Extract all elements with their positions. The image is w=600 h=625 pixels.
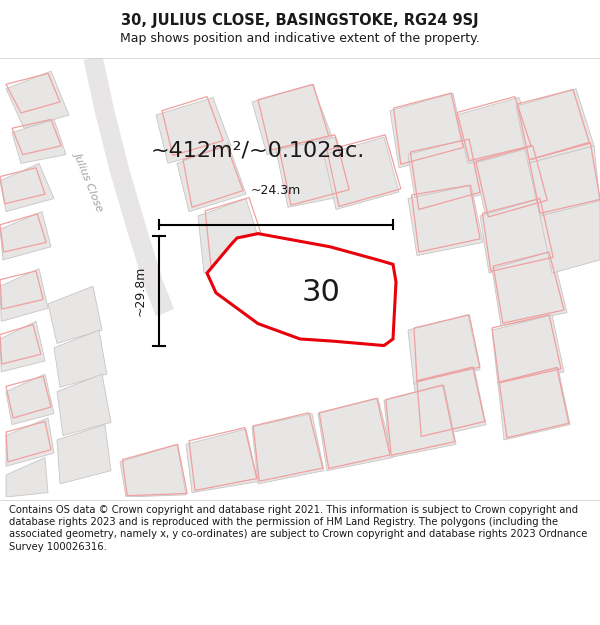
Polygon shape	[408, 185, 483, 256]
Polygon shape	[498, 368, 570, 440]
Polygon shape	[492, 251, 567, 326]
Polygon shape	[48, 286, 102, 343]
Text: Map shows position and indicative extent of the property.: Map shows position and indicative extent…	[120, 32, 480, 45]
Polygon shape	[414, 368, 486, 440]
Polygon shape	[480, 199, 555, 273]
Polygon shape	[474, 146, 552, 218]
Polygon shape	[324, 137, 399, 209]
Text: 30: 30	[302, 278, 340, 308]
Polygon shape	[516, 89, 594, 163]
Polygon shape	[57, 374, 111, 436]
Polygon shape	[456, 98, 537, 163]
Polygon shape	[156, 98, 231, 163]
Polygon shape	[390, 93, 465, 168]
Text: ~24.3m: ~24.3m	[251, 184, 301, 197]
Polygon shape	[528, 146, 600, 216]
Polygon shape	[6, 374, 54, 424]
Text: ~29.8m: ~29.8m	[134, 266, 147, 316]
Polygon shape	[57, 424, 111, 484]
Polygon shape	[0, 269, 48, 321]
Polygon shape	[408, 138, 483, 212]
Polygon shape	[120, 444, 186, 497]
Polygon shape	[54, 330, 107, 388]
Polygon shape	[0, 321, 45, 372]
Polygon shape	[0, 212, 51, 260]
Polygon shape	[207, 234, 396, 346]
Polygon shape	[252, 414, 324, 484]
Polygon shape	[492, 315, 564, 385]
Polygon shape	[276, 137, 354, 208]
Polygon shape	[186, 429, 258, 493]
Polygon shape	[6, 418, 54, 466]
Polygon shape	[198, 199, 264, 273]
Polygon shape	[408, 315, 480, 385]
Polygon shape	[318, 398, 393, 471]
Polygon shape	[177, 144, 246, 212]
Polygon shape	[252, 84, 333, 154]
Text: Julius Close: Julius Close	[73, 150, 105, 212]
Text: ~412m²/~0.102ac.: ~412m²/~0.102ac.	[151, 140, 365, 160]
Polygon shape	[12, 119, 66, 163]
Polygon shape	[540, 201, 600, 273]
Polygon shape	[384, 385, 456, 458]
Text: 30, JULIUS CLOSE, BASINGSTOKE, RG24 9SJ: 30, JULIUS CLOSE, BASINGSTOKE, RG24 9SJ	[121, 12, 479, 28]
Text: Contains OS data © Crown copyright and database right 2021. This information is : Contains OS data © Crown copyright and d…	[9, 504, 587, 552]
Polygon shape	[0, 163, 54, 212]
Polygon shape	[6, 458, 48, 497]
Polygon shape	[6, 71, 69, 128]
